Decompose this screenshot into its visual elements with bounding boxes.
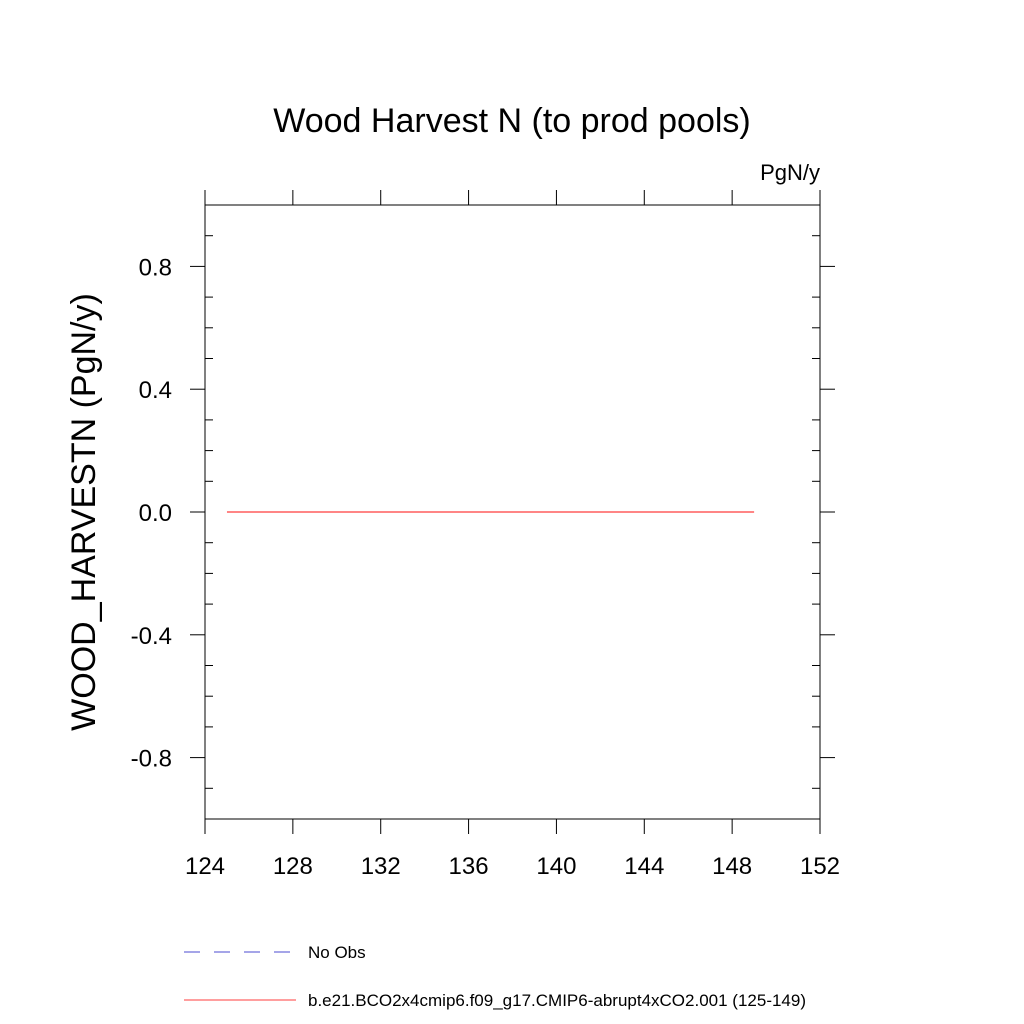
y-tick-label: 0.8	[139, 254, 172, 281]
x-tick-label: 152	[800, 853, 840, 880]
chart-title: Wood Harvest N (to prod pools)	[273, 102, 750, 140]
y-tick-label: 0.4	[139, 377, 172, 404]
x-tick-label: 148	[712, 853, 752, 880]
x-tick-label: 124	[185, 853, 225, 880]
units-label: PgN/y	[760, 160, 820, 185]
x-tick-label: 144	[624, 853, 664, 880]
y-tick-label: -0.4	[131, 623, 172, 650]
y-tick-label: 0.0	[139, 500, 172, 527]
x-tick-label: 132	[361, 853, 401, 880]
x-tick-label: 136	[449, 853, 489, 880]
axes: 124 128 132 136 140 144 148 152 0.8 0.4 0.0 -0.4 -0.…	[131, 190, 840, 880]
y-tick-label: -0.8	[131, 746, 172, 773]
legend-entry-label: b.e21.BCO2x4cmip6.f09_g17.CMIP6-abrupt4x…	[308, 991, 806, 1010]
y-axis-label: WOOD_HARVESTN (PgN/y)	[65, 293, 103, 731]
x-tick-label: 128	[273, 853, 313, 880]
legend: No Obs b.e21.BCO2x4cmip6.f09_g17.CMIP6-ab…	[184, 943, 806, 1010]
legend-entry-label: No Obs	[308, 943, 366, 962]
x-tick-label: 140	[536, 853, 576, 880]
